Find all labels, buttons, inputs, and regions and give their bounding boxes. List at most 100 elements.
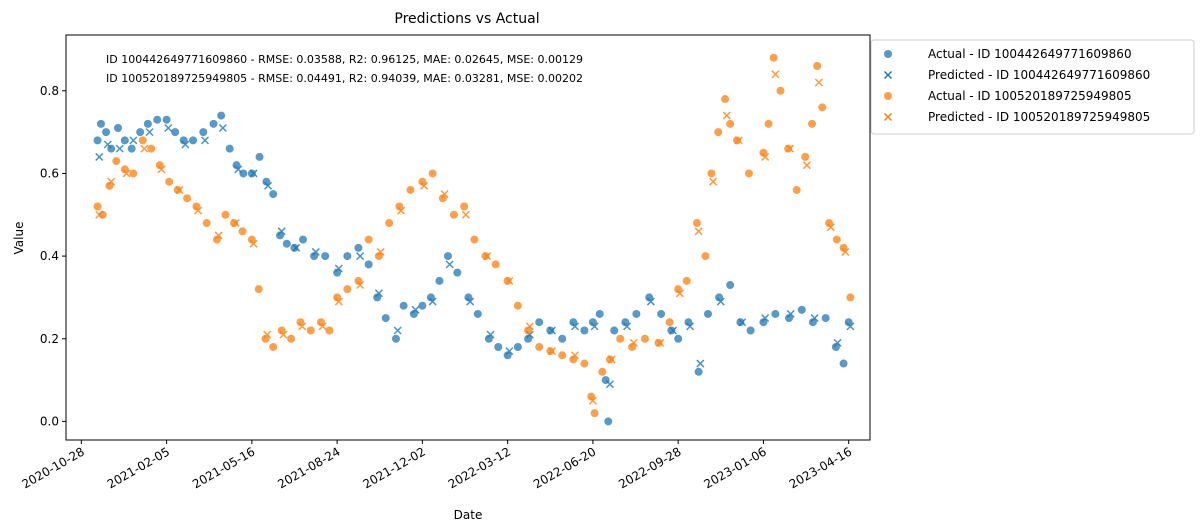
data-point [140, 144, 149, 153]
data-point [325, 326, 334, 335]
x-tick-label: 2023-01-06 [702, 444, 769, 491]
data-point [136, 128, 145, 137]
data-point [445, 260, 454, 269]
data-point [645, 293, 654, 302]
legend-marker [884, 50, 892, 58]
data-point [269, 343, 278, 352]
data-point [605, 355, 614, 364]
data-point [120, 136, 129, 145]
data-point [453, 268, 462, 277]
data-point [277, 326, 286, 335]
data-point [343, 285, 352, 294]
data-point [93, 136, 102, 145]
data-point [588, 396, 597, 405]
data-point [138, 136, 147, 145]
data-point [292, 243, 301, 252]
data-point [374, 289, 383, 298]
data-point [238, 227, 247, 236]
data-point [667, 326, 676, 335]
data-point [692, 219, 701, 228]
y-tick-label: 0.8 [40, 84, 59, 98]
data-point [254, 285, 263, 294]
data-point [595, 309, 604, 318]
data-point [279, 330, 288, 339]
data-marks [93, 53, 855, 426]
data-point [212, 235, 221, 244]
data-point [808, 318, 817, 327]
data-point [801, 152, 810, 161]
data-point [343, 252, 352, 261]
y-tick-label: 0.2 [40, 332, 59, 346]
data-point [656, 338, 665, 347]
data-point [129, 136, 138, 145]
data-point [318, 322, 327, 331]
data-point [175, 185, 184, 195]
data-point [179, 136, 188, 145]
series-2 [93, 53, 855, 418]
data-point [310, 252, 319, 261]
x-tick-label: 2022-06-20 [531, 444, 598, 491]
data-point [376, 247, 385, 256]
data-point [629, 338, 638, 347]
data-point [738, 318, 747, 327]
series-0 [93, 111, 853, 426]
data-point [654, 338, 663, 347]
y-tick-label: 0.6 [40, 166, 59, 180]
data-point [162, 115, 171, 124]
x-tick-label: 2021-02-05 [105, 444, 172, 491]
plot-frame [65, 34, 871, 441]
data-point [173, 185, 182, 194]
x-tick-label: 2022-03-12 [446, 444, 513, 491]
data-point [262, 177, 271, 186]
data-point [115, 144, 124, 153]
data-point [334, 297, 343, 306]
data-point [214, 231, 223, 240]
data-point [96, 119, 105, 128]
data-point [813, 61, 822, 70]
data-point [354, 276, 363, 285]
data-point [569, 318, 578, 327]
data-point [418, 177, 427, 186]
data-point [364, 235, 373, 244]
data-point [721, 95, 730, 104]
legend-label: Actual - ID 100520189725949805 [928, 89, 1132, 103]
data-point [105, 181, 114, 190]
data-point [225, 144, 234, 153]
data-point [311, 247, 320, 256]
data-point [263, 330, 272, 339]
x-tick-label: 2020-10-28 [19, 444, 86, 491]
legend-marker [883, 112, 893, 122]
data-point [746, 326, 755, 335]
data-point [588, 318, 597, 327]
data-point [127, 144, 136, 153]
data-point [381, 314, 390, 323]
data-point [481, 252, 490, 261]
data-point [129, 169, 138, 178]
data-point [771, 309, 780, 318]
data-point [334, 264, 343, 273]
x-tick-label: 2022-09-28 [616, 444, 683, 491]
data-point [143, 119, 152, 128]
data-point [505, 276, 514, 285]
data-point [374, 252, 383, 261]
data-point [841, 247, 850, 256]
data-point [632, 309, 641, 318]
data-point [707, 169, 716, 178]
data-point [426, 293, 435, 302]
data-point [732, 136, 741, 145]
data-point [232, 161, 241, 170]
data-point [194, 206, 203, 215]
data-point [461, 210, 470, 219]
data-point [483, 252, 492, 261]
metrics-annotation-2: ID 100520189725949805 - RMSE: 0.04491, R… [106, 72, 583, 85]
data-point [769, 53, 778, 62]
data-point [466, 297, 475, 306]
data-point [558, 351, 567, 360]
data-point [505, 347, 514, 356]
data-point [103, 140, 112, 149]
data-point [570, 351, 580, 360]
data-point [333, 293, 342, 302]
y-axis-label: Value [12, 222, 26, 255]
data-point [786, 309, 795, 318]
data-point [399, 301, 408, 310]
